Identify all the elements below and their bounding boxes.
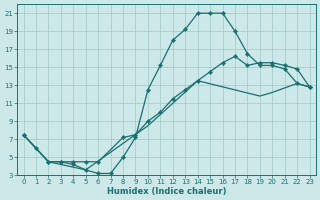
- X-axis label: Humidex (Indice chaleur): Humidex (Indice chaleur): [107, 187, 226, 196]
